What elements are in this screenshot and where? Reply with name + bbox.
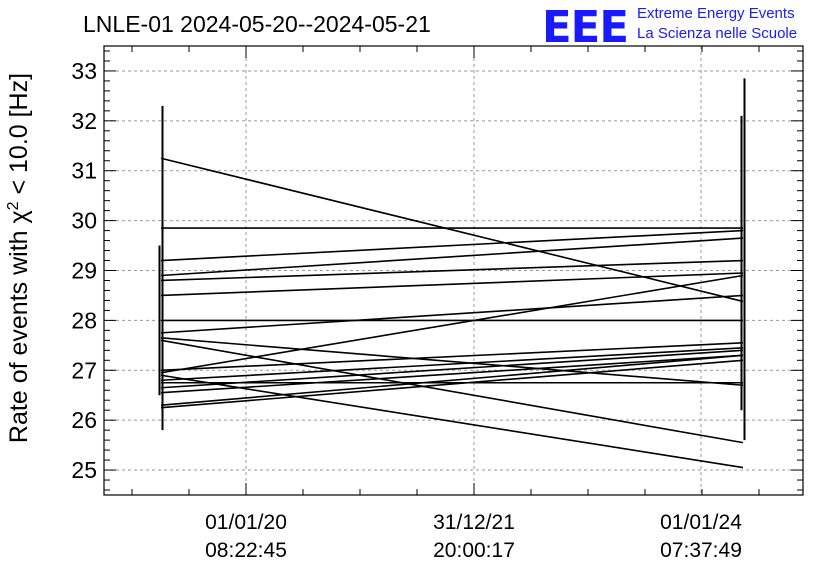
series-line: [160, 337, 744, 387]
y-tick-label: 25: [71, 457, 97, 483]
series-line: [160, 354, 744, 406]
y-tick-labels: 25 26 27 28 29 30 31 32 33: [71, 58, 97, 483]
series-line: [160, 272, 744, 297]
x-tick-labels: 01/01/20 08:22:45 31/12/21 20:00:17 01/01/24…: [205, 511, 742, 562]
series-line: [160, 354, 744, 394]
axes: [103, 45, 804, 496]
series-line: [160, 274, 744, 374]
eee-logo: EEE Extreme Energy Events La Scienza nel…: [542, 2, 797, 53]
y-tick-label: 30: [71, 208, 97, 234]
series-line: [160, 294, 744, 334]
y-axis-label: Rate of events with χ2 < 10.0 [Hz]: [5, 73, 33, 443]
x-tick-label-date: 31/12/21: [433, 511, 515, 534]
series-line: [160, 347, 744, 382]
y-axis-label-suffix: < 10.0 [Hz]: [5, 73, 33, 202]
y-tick-label: 31: [71, 158, 97, 184]
logo-letters: EEE: [542, 2, 628, 53]
chart-title: LNLE-01 2024-05-20--2024-05-21: [83, 11, 431, 37]
series-line: [160, 349, 744, 389]
error-bars: [158, 78, 746, 441]
series-line: [160, 157, 744, 303]
y-tick-label: 28: [71, 307, 97, 333]
x-tick-label-time: 07:37:49: [660, 539, 742, 562]
x-tick-label-time: 08:22:45: [205, 539, 287, 562]
y-tick-label: 29: [71, 258, 97, 284]
x-tick-label-date: 01/01/24: [660, 511, 742, 534]
series-line: [160, 339, 744, 444]
y-axis-label-text: Rate of events with: [5, 224, 33, 444]
series-line: [160, 374, 744, 469]
y-tick-label: 26: [71, 407, 97, 433]
y-tick-label: 32: [71, 108, 97, 134]
y-tick-label: 27: [71, 357, 97, 383]
logo-line1: Extreme Energy Events: [637, 5, 795, 22]
series-line: [160, 237, 744, 277]
y-axis-label-sup: 2: [5, 201, 22, 210]
series-line: [160, 229, 744, 262]
x-tick-label-date: 01/01/20: [205, 511, 287, 534]
y-axis-label-chi: χ: [5, 210, 33, 223]
data-series: [160, 157, 744, 469]
y-tick-label: 33: [71, 58, 97, 84]
series-line: [160, 259, 744, 282]
series-line: [160, 359, 744, 409]
logo-line2: La Scienza nelle Scuole: [637, 25, 797, 42]
x-tick-label-time: 20:00:17: [433, 539, 515, 562]
series-line: [160, 342, 744, 372]
